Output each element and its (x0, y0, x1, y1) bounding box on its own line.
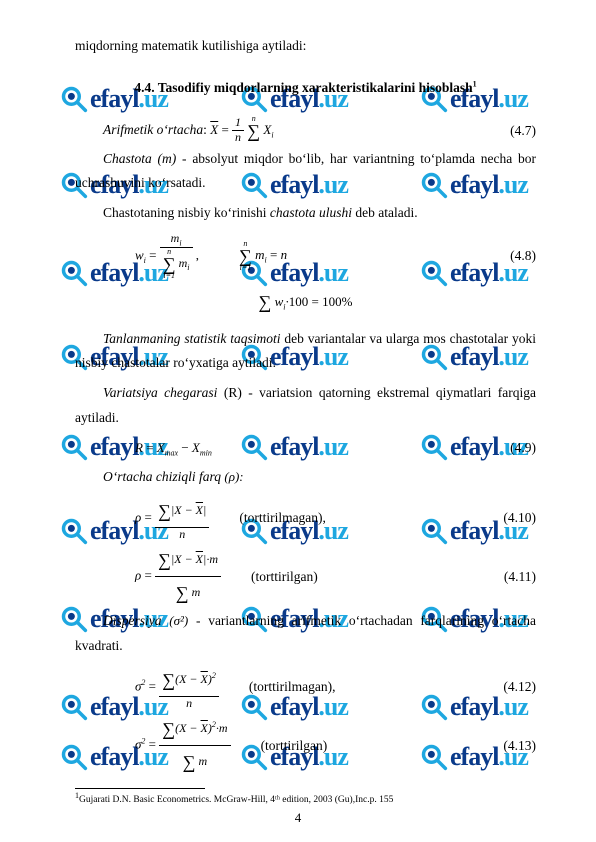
eq412-formula: σ2 = ∑ (X − X)2 n (135, 664, 219, 711)
ortacha-label: O‘rtacha chiziqli farq (ρ): (75, 465, 536, 489)
intro-line: miqdorning matematik kutilishiga aytilad… (75, 34, 536, 58)
footnote-rule (75, 788, 205, 789)
eq48-number: (4.8) (510, 244, 536, 268)
chastota-nisbiy: Chastotaning nisbiy ko‘rinishi chastota … (75, 201, 536, 225)
eq49-formula: R = Xmax − Xmin (135, 436, 212, 461)
equation-410-row: ρ = ∑ |X − X| n (torttirilmagan), (4.10) (135, 495, 536, 542)
variatsiya-lead: Variatsiya chegarasi (103, 385, 217, 400)
page-content: miqdorning matematik kutilishiga aytilad… (75, 34, 536, 807)
eq413-number: (4.13) (503, 734, 536, 758)
tanlan-lead: Tanlanmaning statistik taqsimoti (103, 331, 281, 346)
dispersiya-paren: (σ²) (169, 613, 188, 628)
footnote: 1Gujarati D.N. Basic Econometrics. McGra… (75, 791, 536, 807)
eq411-note: (torttirilgan) (251, 565, 318, 589)
dispersiya-paragraph: Dispersiya (σ²) - variantlarning arifmet… (75, 609, 536, 658)
equation-47-row: Arifmetik o‘rtacha: X = 1n n∑ Xi (4.7) (75, 115, 536, 147)
eq413-note: (torttirilgan) (261, 734, 328, 758)
footnote-mark-icon: 1 (473, 80, 477, 89)
section-title-text: 4.4. Tasodifiy miqdorlarning xarakterist… (134, 80, 472, 95)
equation-412-row: σ2 = ∑ (X − X)2 n (torttirilmagan), (4.1… (135, 664, 536, 711)
footnote-text: Gujarati D.N. Basic Econometrics. McGraw… (79, 796, 393, 806)
equation-48-row: wi = mi n∑i=1 mi , n∑i=1 mi = n (4.8) (135, 232, 536, 281)
eq47-label: Arifmetik o‘rtacha (103, 122, 203, 137)
equation-48b: ∑ wi·100 = 100% (75, 286, 536, 318)
eq411-number: (4.11) (504, 565, 536, 589)
eq47-number: (4.7) (510, 119, 536, 143)
ortacha-paren: (ρ): (224, 469, 243, 484)
dispersiya-lead: Dispersiya (103, 613, 162, 628)
page-number: 4 (0, 810, 596, 826)
eq49-number: (4.9) (510, 436, 536, 460)
equation-411-row: ρ = ∑ |X − X|·m ∑ m (torttirilgan) (4.11… (135, 544, 536, 609)
chastota-paragraph: Chastota (m) - absolyut miqdor bo‘lib, h… (75, 147, 536, 196)
eq410-number: (4.10) (503, 506, 536, 530)
eq48-formula1: wi = mi n∑i=1 mi , (135, 232, 199, 281)
tanlan-paragraph: Tanlanmaning statistik taqsimoti deb var… (75, 327, 536, 376)
chastota-lead: Chastota (m) (103, 151, 176, 166)
variatsiya-paragraph: Variatsiya chegarasi (R) - variatsion qa… (75, 381, 536, 430)
equation-49-row: R = Xmax − Xmin (4.9) (135, 436, 536, 461)
eq47-formula: X = 1n n∑ Xi (210, 122, 273, 137)
eq48-formula2: n∑i=1 mi = n (239, 240, 287, 272)
equation-413-row: σ2 = ∑ (X − X)2·m ∑ m (torttirilgan) (4.… (135, 713, 536, 778)
eq410-formula: ρ = ∑ |X − X| n (135, 495, 209, 542)
chastota-nisbiy-italic: chastota ulushi (270, 205, 352, 220)
variatsiya-paren: (R) (224, 385, 242, 400)
eq411-formula: ρ = ∑ |X − X|·m ∑ m (135, 544, 221, 609)
section-title: 4.4. Tasodifiy miqdorlarning xarakterist… (75, 76, 536, 100)
eq412-number: (4.12) (503, 675, 536, 699)
eq412-note: (torttirilmagan), (249, 675, 336, 699)
chastota-nisbiy-pre: Chastotaning nisbiy ko‘rinishi (103, 205, 270, 220)
eq413-formula: σ2 = ∑ (X − X)2·m ∑ m (135, 713, 231, 778)
chastota-nisbiy-post: deb ataladi. (352, 205, 418, 220)
eq410-note: (torttirilmagan), (239, 506, 326, 530)
ortacha-italic: O‘rtacha chiziqli farq (103, 469, 221, 484)
